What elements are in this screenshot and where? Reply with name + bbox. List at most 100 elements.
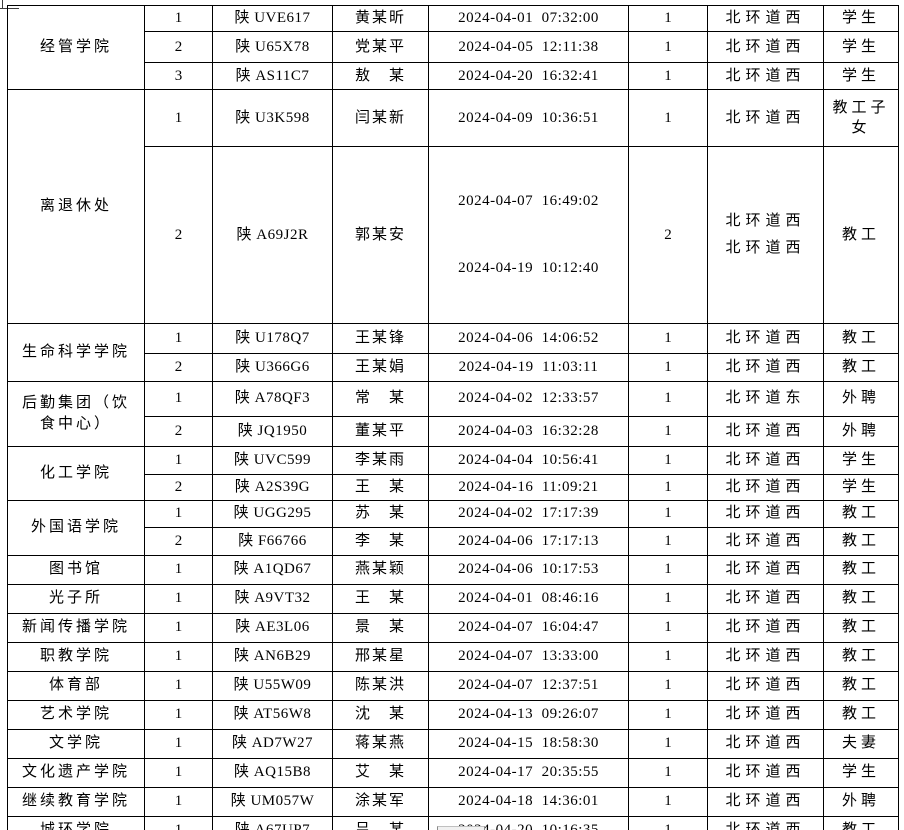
name-cell: 艾 某 <box>332 757 429 788</box>
table-row: 2 陕 U65X78 党某平 2024-04-05 12:11:38 1 北环道… <box>8 31 899 63</box>
location-cell: 北环道西 <box>707 5 824 32</box>
location-cell: 北环道西 <box>707 89 824 147</box>
identity-cell: 教工子女 <box>823 89 899 147</box>
plate-cell: 陕 U55W09 <box>212 670 333 701</box>
plate-cell: 陕 U3K598 <box>212 89 333 147</box>
plate-cell: 陕 A69J2R <box>212 146 333 324</box>
time-line-1: 2024-04-07 16:49:02 <box>458 192 599 209</box>
location-cell: 北环道东 <box>707 380 824 417</box>
table-row: 光子所 1 陕 A9VT32 王 某 2024-04-01 08:46:16 1… <box>7 583 899 614</box>
identity-cell: 教工 <box>823 146 899 324</box>
name-cell: 敖 某 <box>332 62 429 90</box>
name-cell: 王某娟 <box>332 352 429 382</box>
time-cell: 2024-04-02 17:17:39 <box>428 499 629 528</box>
index-cell: 2 <box>144 526 213 556</box>
index-cell: 1 <box>144 670 213 701</box>
plate-cell: 陕 U65X78 <box>212 31 333 63</box>
index-cell: 2 <box>144 415 213 447</box>
location-cell: 北环道西 <box>707 352 824 382</box>
time-cell: 2024-04-03 16:32:28 <box>428 415 629 447</box>
location-cell: 北环道西 <box>707 612 824 643</box>
count-cell: 1 <box>628 699 708 730</box>
dept-cell: 图书馆 <box>7 554 145 585</box>
name-cell: 党某平 <box>332 31 429 63</box>
time-cell: 2024-04-18 14:36:01 <box>428 786 629 817</box>
count-cell: 1 <box>628 815 708 830</box>
count-cell: 1 <box>628 583 708 614</box>
identity-cell: 学生 <box>823 757 899 788</box>
index-cell: 2 <box>144 146 213 324</box>
index-cell: 1 <box>144 554 213 585</box>
dept-cell: 新闻传播学院 <box>7 612 145 643</box>
time-cell: 2024-04-09 10:36:51 <box>428 89 629 147</box>
location-cell: 北环道西 <box>707 499 824 528</box>
index-cell: 1 <box>144 757 213 788</box>
location-cell: 北环道西 <box>707 641 824 672</box>
identity-cell: 外聘 <box>823 786 899 817</box>
table-row: 生命科学学院 1 陕 U178Q7 王某锋 2024-04-06 14:06:5… <box>7 322 899 382</box>
location-cell: 北环道西 <box>707 815 824 830</box>
index-cell: 2 <box>144 31 213 63</box>
index-cell: 1 <box>144 499 213 528</box>
count-cell: 1 <box>628 641 708 672</box>
location-line-1: 北环道西 <box>725 212 806 229</box>
table-row: 2 陕 A69J2R 郭某安 2024-04-07 16:49:02 2024-… <box>8 146 899 324</box>
table-row: 新闻传播学院 1 陕 AE3L06 景 某 2024-04-07 16:04:4… <box>7 612 899 643</box>
name-cell: 黄某昕 <box>332 5 429 32</box>
plate-cell: 陕 F66766 <box>212 526 333 556</box>
location-cell: 北环道西 <box>707 322 824 354</box>
count-cell: 1 <box>628 670 708 701</box>
identity-cell: 教工 <box>823 815 899 830</box>
plate-cell: 陕 AQ15B8 <box>212 757 333 788</box>
index-cell: 1 <box>144 815 213 830</box>
count-cell: 1 <box>628 31 708 63</box>
plate-cell: 陕 JQ1950 <box>212 415 333 447</box>
location-cell: 北环道西 <box>707 786 824 817</box>
count-cell: 1 <box>628 415 708 447</box>
dept-cell: 文学院 <box>7 728 145 759</box>
count-cell: 1 <box>628 786 708 817</box>
index-cell: 1 <box>144 786 213 817</box>
index-cell: 2 <box>144 473 213 501</box>
time-cell: 2024-04-02 12:33:57 <box>428 380 629 417</box>
time-cell: 2024-04-15 18:58:30 <box>428 728 629 759</box>
index-cell: 1 <box>144 5 213 32</box>
count-cell: 1 <box>628 5 708 32</box>
index-cell: 1 <box>144 445 213 475</box>
count-cell: 1 <box>628 62 708 90</box>
count-cell: 1 <box>628 445 708 475</box>
time-cell: 2024-04-01 07:32:00 <box>428 5 629 32</box>
time-cell: 2024-04-06 17:17:13 <box>428 526 629 556</box>
time-cell: 2024-04-06 10:17:53 <box>428 554 629 585</box>
identity-cell: 教工 <box>823 352 899 382</box>
index-cell: 1 <box>144 322 213 354</box>
identity-cell: 教工 <box>823 641 899 672</box>
name-cell: 景 某 <box>332 612 429 643</box>
plate-cell: 陕 A67UP7 <box>212 815 333 830</box>
table-row: 2 陕 F66766 李 某 2024-04-06 17:17:13 1 北环道… <box>8 526 899 556</box>
name-cell: 燕某颖 <box>332 554 429 585</box>
time-cell: 2024-04-13 09:26:07 <box>428 699 629 730</box>
index-cell: 1 <box>144 612 213 643</box>
name-cell: 吕 某 <box>332 815 429 830</box>
identity-cell: 教工 <box>823 526 899 556</box>
identity-cell: 学生 <box>823 473 899 501</box>
name-cell: 涂某军 <box>332 786 429 817</box>
table-row: 外国语学院 1 陕 UGG295 苏 某 2024-04-02 17:17:39… <box>7 499 899 556</box>
table-row: 离退休处 1 陕 U3K598 闫某新 2024-04-09 10:36:51 … <box>7 89 899 324</box>
time-cell: 2024-04-07 12:37:51 <box>428 670 629 701</box>
dept-cell: 经管学院 <box>7 5 145 90</box>
time-cell: 2024-04-07 13:33:00 <box>428 641 629 672</box>
table-row: 3 陕 AS11C7 敖 某 2024-04-20 16:32:41 1 北环道… <box>8 62 899 90</box>
count-cell: 1 <box>628 499 708 528</box>
dept-cell: 化工学院 <box>7 445 145 501</box>
index-cell: 1 <box>144 89 213 147</box>
index-cell: 1 <box>144 728 213 759</box>
time-cell: 2024-04-16 11:09:21 <box>428 473 629 501</box>
count-cell: 1 <box>628 322 708 354</box>
prev-table-border-fragment-vertical <box>2 0 3 9</box>
index-cell: 1 <box>144 380 213 417</box>
dept-cell: 离退休处 <box>7 89 145 324</box>
identity-cell: 外聘 <box>823 415 899 447</box>
